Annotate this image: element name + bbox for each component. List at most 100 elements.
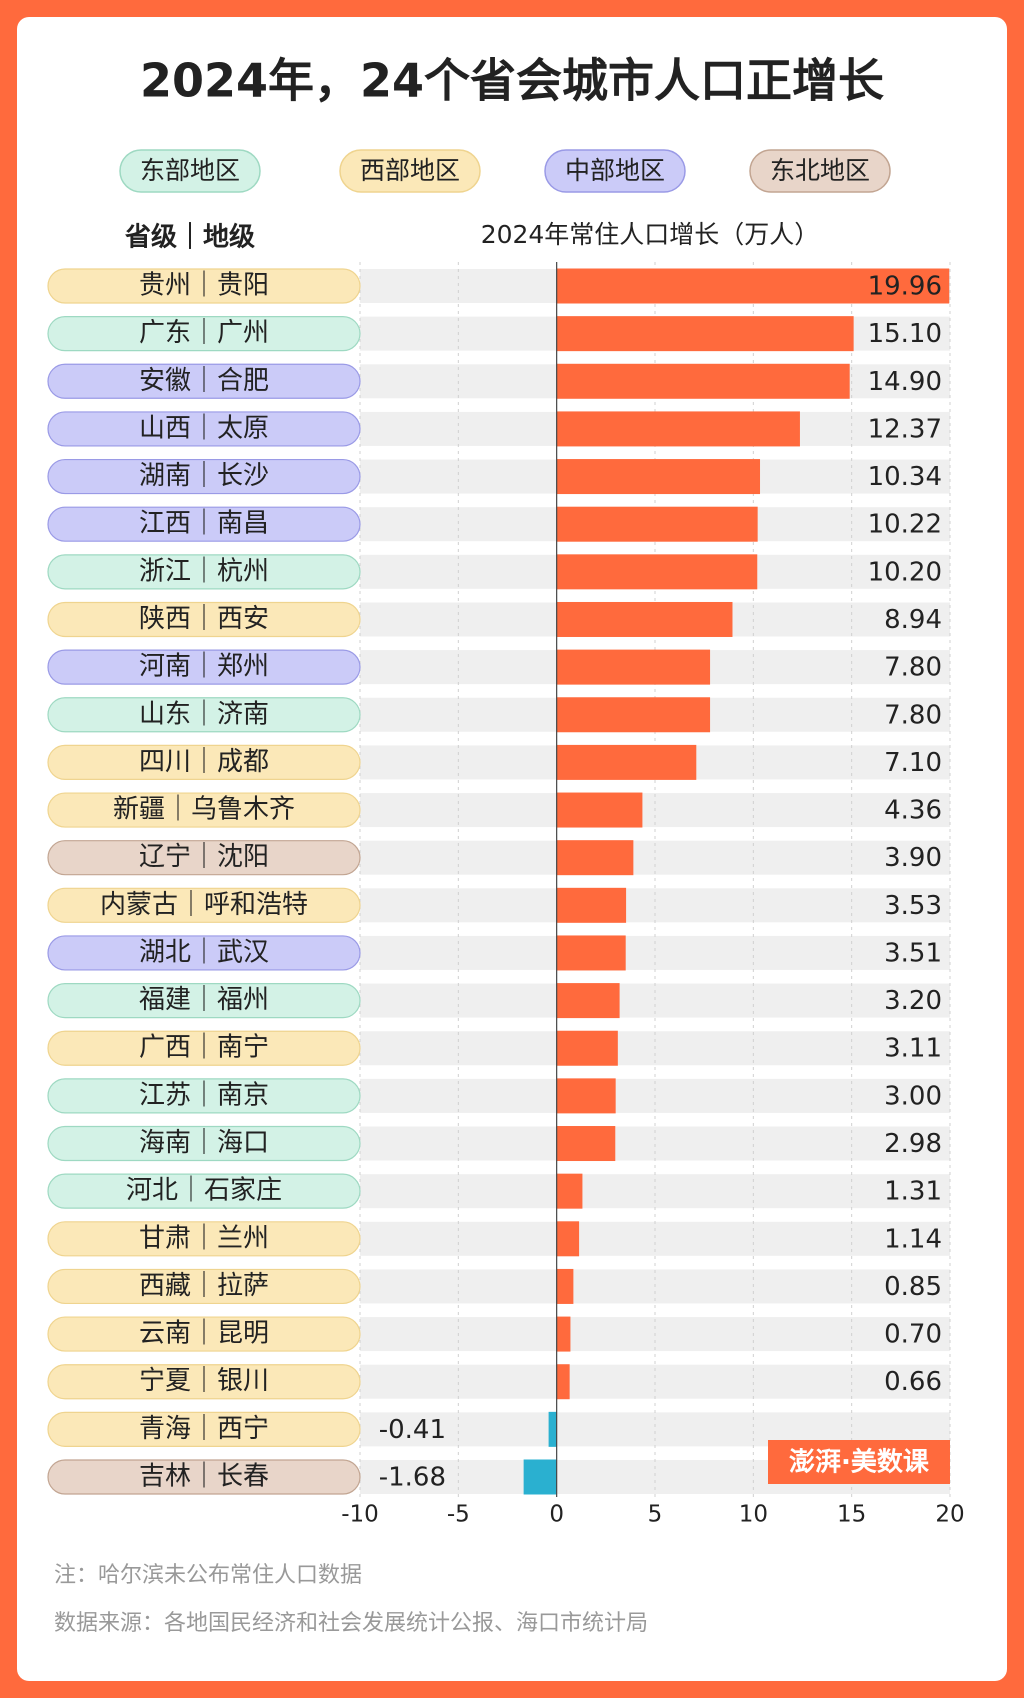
category-pill [47,1316,361,1352]
value-label: 12.37 [868,414,942,444]
bar [556,1221,580,1257]
bar [556,411,800,447]
y-tick-label: 云南｜昆明 [139,1319,269,1349]
y-tick-label: 山东｜济南 [139,699,269,729]
value-label: 0.66 [884,1367,942,1397]
value-label: 3.00 [884,1081,942,1111]
category-pill [47,1364,361,1400]
y-tick-label: 新疆｜乌鲁木齐 [113,795,295,825]
category-pill [47,363,361,399]
category-pill [47,1078,361,1114]
category-pill [47,316,361,352]
y-tick-label: 山西｜太原 [139,413,269,443]
y-tick-label: 甘肃｜兰州 [139,1223,269,1253]
category-pill [47,601,361,638]
value-label: 7.10 [884,748,942,778]
bar [548,1411,557,1447]
bar [556,268,950,304]
bar [556,1268,574,1304]
bar [556,506,758,542]
category-pill [47,554,361,590]
bar [556,697,711,733]
value-label: 4.36 [884,796,942,826]
y-tick-label: 湖南｜长沙 [139,461,269,491]
category-pill [47,1173,361,1209]
y-tick-label: 内蒙古｜呼和浩特 [100,890,308,920]
value-label: 3.51 [884,938,942,968]
value-label: 3.53 [884,891,942,921]
bar [556,744,697,780]
x-tick-label: 15 [837,1502,866,1528]
y-tick-label: 西藏｜拉萨 [139,1271,269,1301]
category-pill [47,887,361,923]
x-tick-label: 10 [739,1502,768,1528]
y-tick-label: 四川｜成都 [139,747,269,777]
bar [556,363,850,399]
bar [556,792,643,828]
value-label: 8.94 [884,605,942,635]
category-pill [47,1125,361,1162]
bar [556,840,634,876]
category-pill [47,411,361,447]
y-tick-label: 辽宁｜沈阳 [139,842,269,872]
category-pill [47,840,361,876]
x-tick-label: -10 [341,1502,379,1528]
bar [556,459,761,495]
value-label: -0.41 [379,1415,446,1445]
note: 数据来源：各地国民经济和社会发展统计公报、海口市统计局 [54,1611,648,1636]
value-label: 3.20 [884,986,942,1016]
category-header: 省级｜地级 [124,222,255,253]
bar [556,554,758,590]
bar [556,1030,618,1066]
legend-label: 西部地区 [360,156,460,185]
watermark: 澎湃·美数课 [789,1447,930,1478]
bar [523,1459,557,1495]
value-label: 10.22 [868,510,942,540]
bar [556,1364,570,1400]
x-tick-label: 20 [935,1502,964,1528]
y-tick-label: 广东｜广州 [139,318,269,348]
category-pill [47,982,361,1019]
bar [556,1078,616,1114]
y-tick-label: 福建｜福州 [139,985,269,1015]
category-pill [47,1268,361,1305]
bar [556,1316,571,1352]
legend-swatch [119,149,261,193]
category-pill [47,268,361,304]
legend-label: 东北地区 [770,156,870,185]
value-label: 19.96 [868,272,942,302]
watermark-box [768,1440,950,1484]
value-label: -1.68 [379,1463,446,1493]
y-tick-label: 青海｜西宁 [139,1414,269,1444]
category-pill [47,458,361,495]
category-pill [47,792,361,828]
legend-swatch [749,149,891,193]
bar [556,1126,616,1162]
category-pill [47,649,361,685]
y-tick-label: 海南｜海口 [139,1128,269,1158]
bar [556,983,620,1019]
value-label: 15.10 [868,319,942,349]
value-label: 0.70 [884,1320,942,1350]
category-pill [47,1459,361,1495]
chart-title: 2024年，24个省会城市人口正增长 [140,54,884,108]
axis-title: 2024年常住人口增长（万人） [481,220,820,249]
legend-swatch [544,149,686,193]
y-tick-label: 河北｜石家庄 [126,1176,282,1206]
value-label: 1.14 [884,1224,942,1254]
value-label: 2.98 [884,1129,942,1159]
y-tick-label: 贵州｜贵阳 [139,271,269,301]
category-pill [47,1221,361,1257]
y-tick-label: 吉林｜长春 [139,1462,269,1492]
value-label: 7.80 [884,700,942,730]
value-label: 10.20 [868,557,942,587]
bar [556,601,733,637]
value-label: 7.80 [884,653,942,683]
value-label: 14.90 [868,367,942,397]
value-label: 0.85 [884,1272,942,1302]
legend-swatch [339,149,481,193]
y-tick-label: 江西｜南昌 [139,509,269,539]
category-pill [47,1411,361,1447]
value-label: 3.11 [884,1034,942,1064]
y-tick-label: 安徽｜合肥 [139,366,269,396]
